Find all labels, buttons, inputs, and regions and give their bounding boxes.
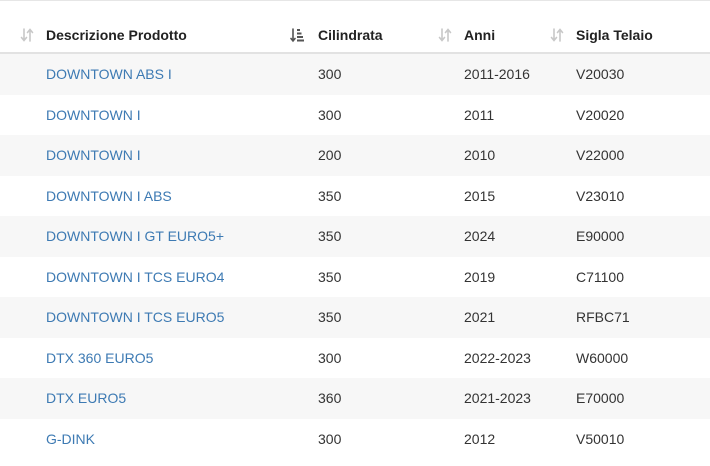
cell-frame-code: V20020 [558, 94, 710, 135]
cell-description: G-DINK [0, 418, 300, 459]
cell-displacement: 350 [300, 175, 446, 216]
cell-years: 2011 [446, 94, 558, 135]
cell-years: 2021 [446, 297, 558, 338]
product-link[interactable]: DOWNTOWN I ABS [46, 187, 172, 204]
table-row: DOWNTOWN I TCS EURO4 350 2019 C71100 [0, 256, 710, 297]
table-row: DOWNTOWN I TCS EURO5 350 2021 RFBC71 [0, 297, 710, 338]
cell-description: DOWNTOWN I [0, 94, 300, 135]
cell-displacement: 360 [300, 378, 446, 419]
cell-years: 2019 [446, 256, 558, 297]
table-row: DTX EURO5 360 2021-2023 E70000 [0, 378, 710, 419]
product-link[interactable]: DOWNTOWN I GT EURO5+ [46, 228, 224, 245]
cell-years: 2015 [446, 175, 558, 216]
cell-description: DOWNTOWN I TCS EURO5 [0, 297, 300, 338]
cell-description: DOWNTOWN I ABS [0, 175, 300, 216]
column-header-years[interactable]: Anni [438, 18, 558, 54]
cell-description: DTX EURO5 [0, 378, 300, 419]
product-link[interactable]: DOWNTOWN I [46, 147, 141, 164]
column-header-frame-code[interactable]: Sigla Telaio [550, 18, 710, 54]
table-row: DOWNTOWN I GT EURO5+ 350 2024 E90000 [0, 216, 710, 257]
product-link[interactable]: DOWNTOWN I TCS EURO4 [46, 268, 225, 285]
table-row: DOWNTOWN ABS I 300 2011-2016 V20030 [0, 53, 710, 95]
cell-frame-code: V22000 [558, 135, 710, 176]
cell-years: 2024 [446, 216, 558, 257]
cell-frame-code: RFBC71 [558, 297, 710, 338]
cell-displacement: 300 [300, 337, 446, 378]
sort-both-icon [438, 28, 452, 42]
cell-frame-code: E70000 [558, 378, 710, 419]
table-row: DOWNTOWN I 200 2010 V22000 [0, 135, 710, 176]
cell-years: 2012 [446, 418, 558, 459]
cell-frame-code: C71100 [558, 256, 710, 297]
cell-displacement: 300 [300, 94, 446, 135]
product-link[interactable]: DTX EURO5 [46, 390, 127, 407]
column-header-description[interactable]: Descrizione Prodotto [0, 18, 300, 54]
table-row: G-DINK 300 2012 V50010 [0, 418, 710, 459]
sort-both-icon [550, 28, 564, 42]
cell-years: 2011-2016 [446, 53, 558, 95]
cell-description: DOWNTOWN ABS I [0, 53, 300, 95]
cell-frame-code: W60000 [558, 337, 710, 378]
table-body: DOWNTOWN ABS I 300 2011-2016 V20030 DOWN… [0, 53, 710, 459]
cell-years: 2022-2023 [446, 337, 558, 378]
product-table: Descrizione Prodotto Cilindrata [0, 18, 710, 459]
column-header-label: Sigla Telaio [576, 27, 653, 43]
cell-displacement: 350 [300, 216, 446, 257]
sort-ascending-active-icon [290, 28, 304, 43]
column-header-displacement[interactable]: Cilindrata [290, 18, 446, 54]
cell-years: 2010 [446, 135, 558, 176]
cell-description: DTX 360 EURO5 [0, 337, 300, 378]
product-link[interactable]: DOWNTOWN I [46, 106, 141, 123]
cell-years: 2021-2023 [446, 378, 558, 419]
cell-displacement: 350 [300, 297, 446, 338]
column-header-label: Cilindrata [318, 27, 383, 43]
cell-frame-code: V23010 [558, 175, 710, 216]
sort-both-icon [20, 28, 34, 42]
table-header-row: Descrizione Prodotto Cilindrata [0, 18, 710, 54]
table-row: DTX 360 EURO5 300 2022-2023 W60000 [0, 337, 710, 378]
cell-displacement: 200 [300, 135, 446, 176]
product-link[interactable]: DOWNTOWN I TCS EURO5 [46, 309, 225, 326]
product-link[interactable]: DOWNTOWN ABS I [46, 66, 172, 83]
cell-displacement: 300 [300, 418, 446, 459]
cell-displacement: 350 [300, 256, 446, 297]
column-header-label: Anni [464, 27, 496, 43]
top-divider [0, 0, 710, 1]
product-link[interactable]: G-DINK [46, 430, 95, 447]
cell-description: DOWNTOWN I TCS EURO4 [0, 256, 300, 297]
cell-description: DOWNTOWN I [0, 135, 300, 176]
table-row: DOWNTOWN I 300 2011 V20020 [0, 94, 710, 135]
cell-frame-code: V50010 [558, 418, 710, 459]
column-header-label: Descrizione Prodotto [46, 27, 187, 43]
cell-displacement: 300 [300, 53, 446, 95]
cell-frame-code: V20030 [558, 53, 710, 95]
cell-frame-code: E90000 [558, 216, 710, 257]
product-link[interactable]: DTX 360 EURO5 [46, 349, 154, 366]
cell-description: DOWNTOWN I GT EURO5+ [0, 216, 300, 257]
table-row: DOWNTOWN I ABS 350 2015 V23010 [0, 175, 710, 216]
